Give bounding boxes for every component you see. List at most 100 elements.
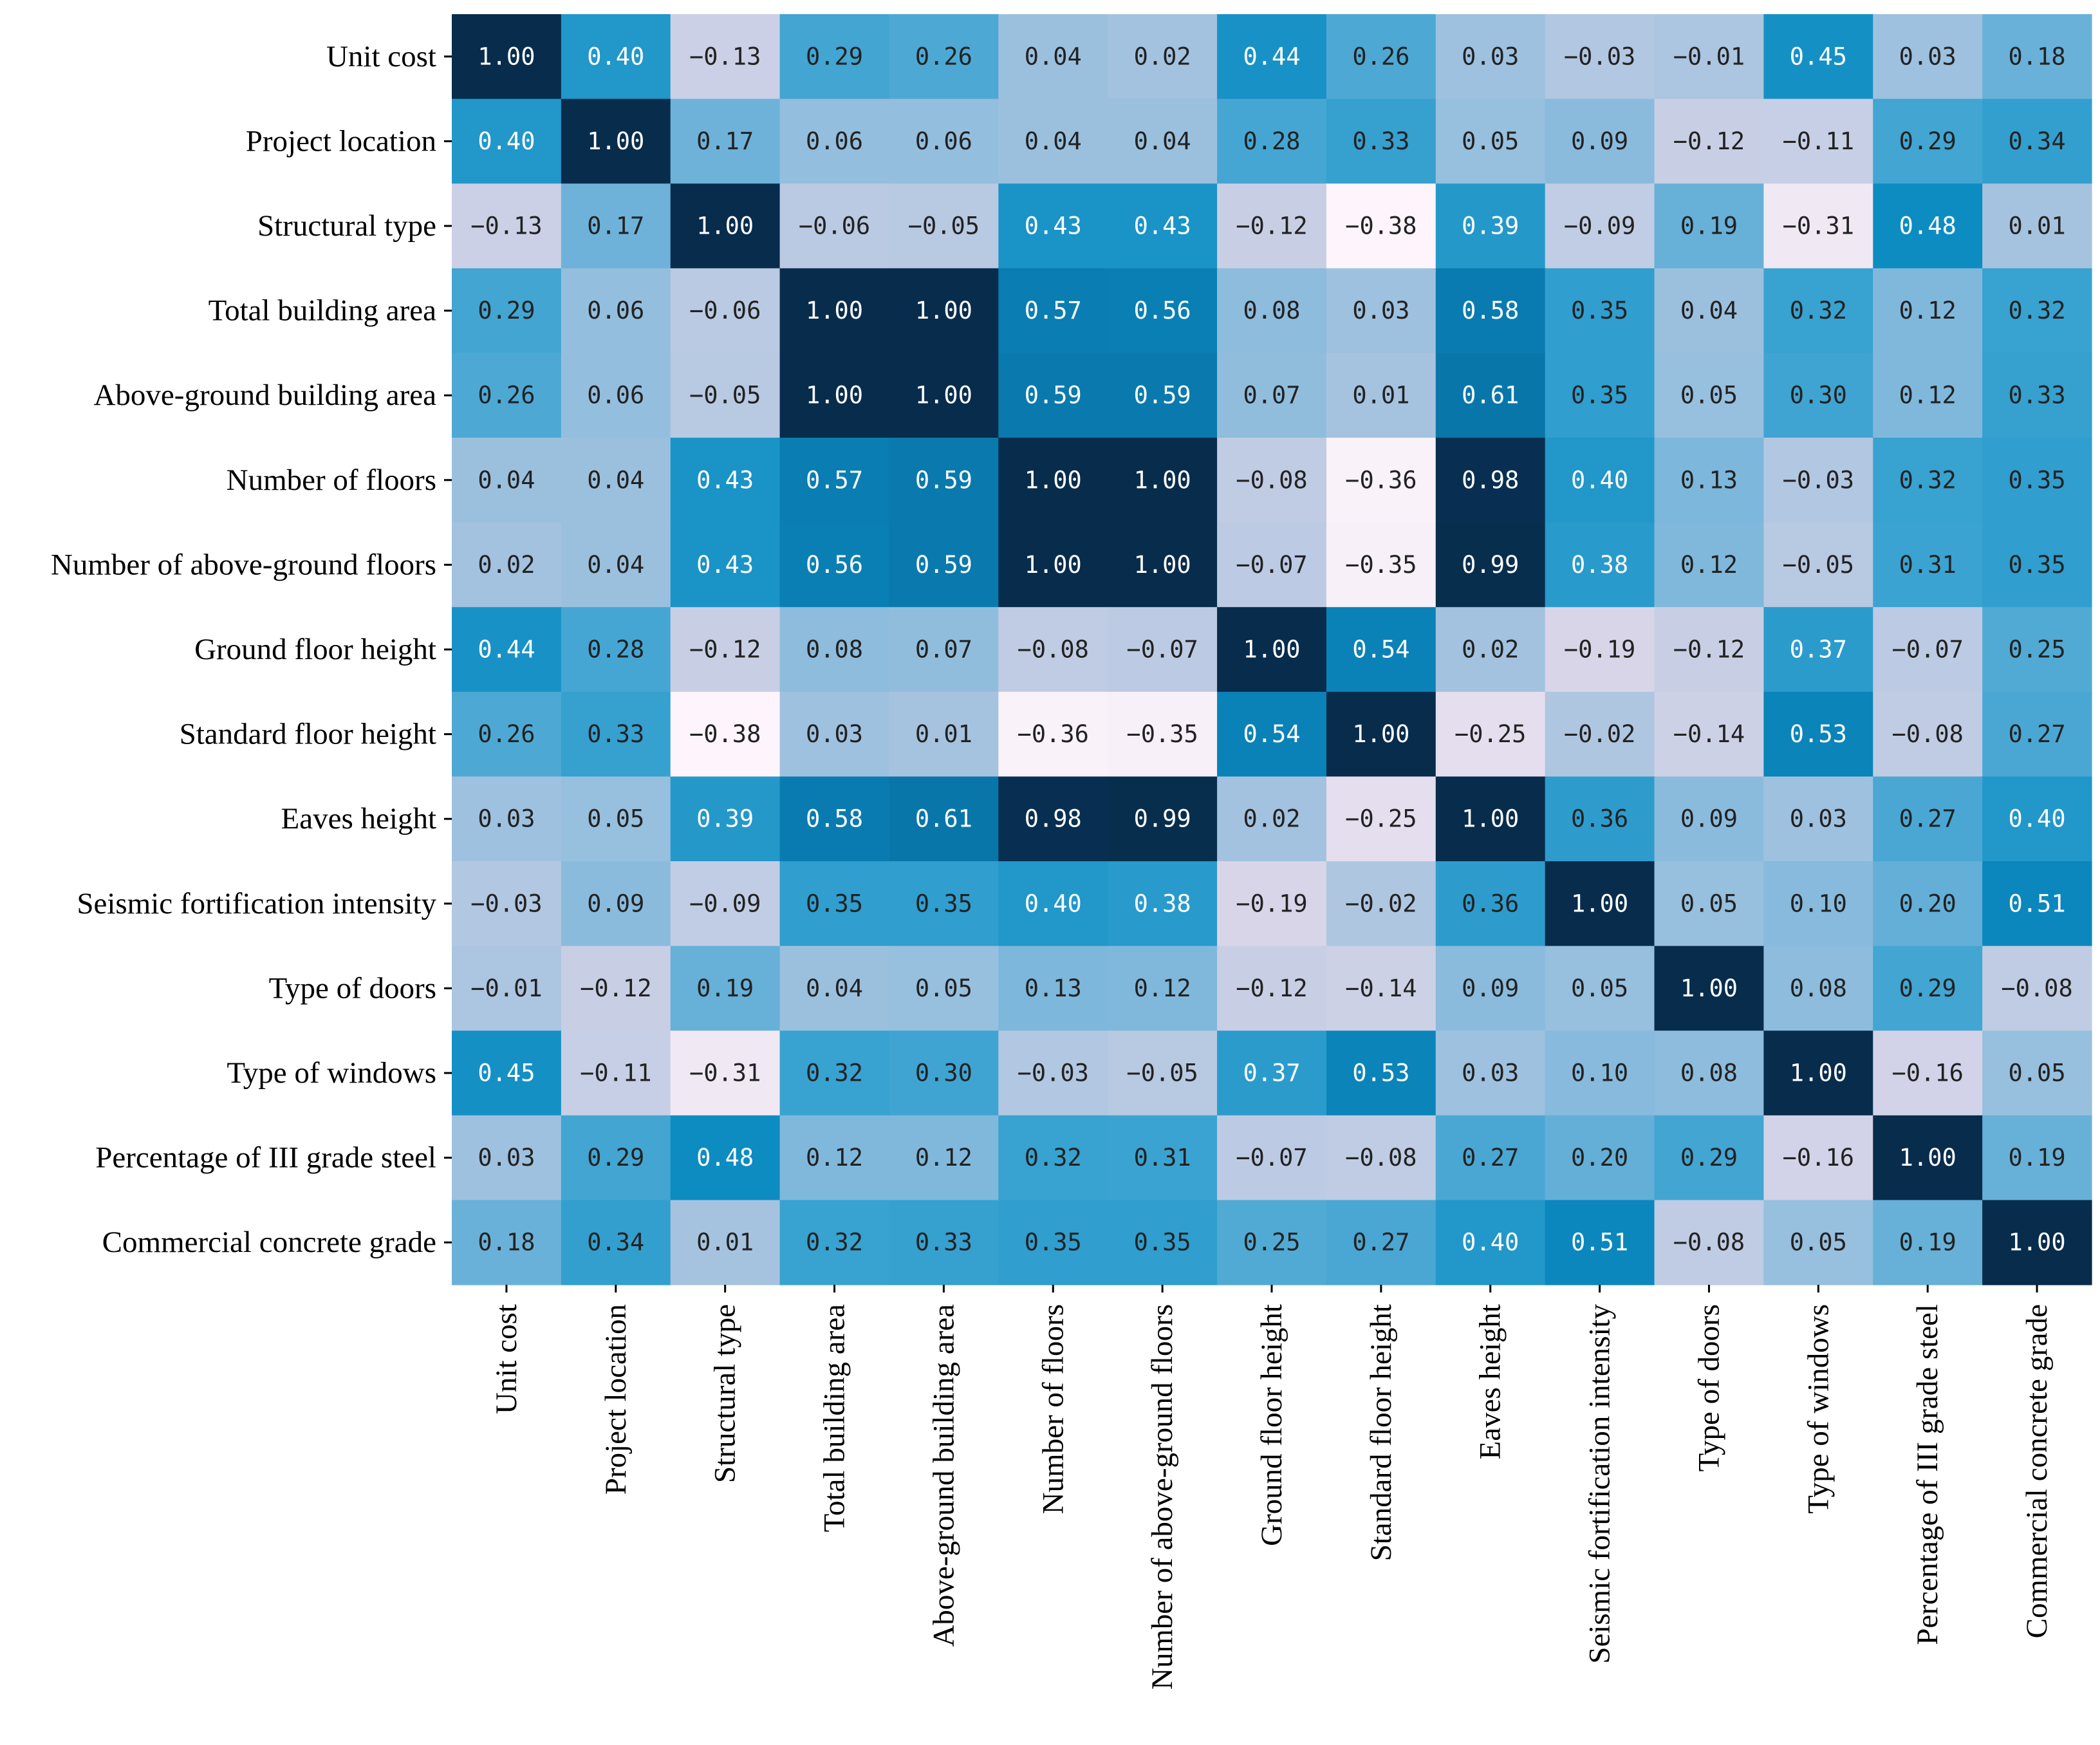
row-label-structural-type: Structural type <box>257 209 436 243</box>
heatmap-cell <box>1217 522 1327 608</box>
row-label-ground-floor-height: Ground floor height <box>194 633 436 666</box>
row-label-type-of-windows: Type of windows <box>227 1056 436 1090</box>
heatmap-cell <box>779 438 890 523</box>
heatmap-cell <box>1326 776 1436 862</box>
cell-value-label: 0.05 <box>1680 890 1738 917</box>
heatmap-cell <box>1217 946 1327 1031</box>
heatmap-cell <box>1982 14 2092 100</box>
heatmap-cell <box>1435 14 1546 100</box>
cell-value-label: 0.37 <box>1790 636 1847 664</box>
cell-value-label: 0.29 <box>1899 975 1956 1002</box>
heatmap-cell <box>1873 691 1983 777</box>
heatmap-cell <box>1108 861 1218 947</box>
heatmap-cell <box>1873 14 1983 100</box>
heatmap-cell <box>1108 607 1218 693</box>
cell-value-label: 0.39 <box>696 805 754 833</box>
cell-value-label: 0.02 <box>1243 805 1300 833</box>
cell-value-label: −0.03 <box>470 890 542 917</box>
heatmap-cell <box>561 1200 671 1285</box>
heatmap-cell <box>1217 607 1327 693</box>
heatmap-cell <box>670 1200 781 1285</box>
cell-value-label: −0.11 <box>1783 127 1854 155</box>
cell-value-label: 0.29 <box>1680 1144 1738 1171</box>
heatmap-cell <box>1217 268 1327 353</box>
cell-value-label: 0.51 <box>2009 890 2066 917</box>
heatmap-cell <box>1982 691 2092 777</box>
cell-value-label: 0.32 <box>2009 297 2066 324</box>
heatmap-cell <box>1873 183 1983 269</box>
heatmap-cell <box>1654 946 1764 1031</box>
heatmap-cell <box>1108 1200 1218 1285</box>
heatmap-cell <box>1873 98 1983 184</box>
heatmap-cell <box>1217 353 1327 438</box>
heatmap-cell <box>1654 1031 1764 1116</box>
heatmap-cell <box>1326 14 1436 100</box>
cell-value-label: 0.17 <box>587 212 644 240</box>
cell-value-label: −0.36 <box>1017 720 1089 748</box>
row-label-unit-cost: Unit cost <box>326 40 436 73</box>
column-label-ground-floor-height: Ground floor height <box>1255 1304 1288 1546</box>
cell-value-label: 1.00 <box>478 42 535 70</box>
heatmap-cell <box>561 1115 671 1200</box>
cell-value-label: 0.40 <box>1025 890 1082 917</box>
heatmap-cell <box>998 268 1108 353</box>
cell-value-label: −0.38 <box>1345 212 1417 240</box>
cell-value-label: 0.01 <box>696 1229 754 1256</box>
cell-value-label: −0.07 <box>1236 1144 1307 1171</box>
heatmap-cell <box>889 522 999 608</box>
cell-value-label: 0.57 <box>1025 297 1082 324</box>
cell-value-label: 1.00 <box>806 382 863 409</box>
heatmap-cell <box>561 14 671 100</box>
cell-value-label: 0.12 <box>915 1144 972 1171</box>
heatmap-cell <box>452 1115 562 1200</box>
heatmap-cell <box>1982 522 2092 608</box>
heatmap-cell <box>561 353 671 438</box>
heatmap-cell <box>998 1115 1108 1200</box>
column-labels: Unit cost Project location Structural type… <box>490 1285 2054 1690</box>
heatmap-cell <box>452 691 562 777</box>
heatmap-cell <box>1326 607 1436 693</box>
heatmap-cell <box>1326 946 1436 1031</box>
heatmap-cell <box>1763 98 1873 184</box>
heatmap-cell <box>1326 1115 1436 1200</box>
cell-value-label: 0.30 <box>1790 382 1847 409</box>
cell-value-label: 0.54 <box>1243 720 1300 748</box>
heatmap-cell <box>1763 522 1873 608</box>
cell-value-label: 0.40 <box>1571 466 1628 494</box>
cell-value-label: −0.16 <box>1892 1059 1964 1087</box>
heatmap-cell <box>889 1200 999 1285</box>
heatmap-cell <box>779 1115 890 1200</box>
cell-value-label: 1.00 <box>806 297 863 324</box>
heatmap-cell <box>561 183 671 269</box>
heatmap-cell <box>1326 691 1436 777</box>
column-label-type-of-doors: Type of doors <box>1692 1304 1725 1471</box>
cell-value-label: 0.30 <box>915 1059 972 1087</box>
heatmap-cell <box>561 1031 671 1116</box>
row-label-standard-floor-height: Standard floor height <box>180 718 436 751</box>
cell-value-label: 0.03 <box>478 805 535 833</box>
cell-value-label: 0.59 <box>915 551 972 579</box>
cell-value-label: 0.58 <box>806 805 863 833</box>
cell-value-label: 0.09 <box>1571 127 1628 155</box>
cell-value-label: 0.12 <box>1134 975 1191 1002</box>
heatmap-cell <box>889 1115 999 1200</box>
heatmap-cell <box>670 776 781 862</box>
cell-value-label: 0.98 <box>1025 805 1082 833</box>
heatmap-cell <box>1654 1200 1764 1285</box>
column-label-structural-type: Structural type <box>709 1304 742 1483</box>
heatmap-cell <box>1763 14 1873 100</box>
cell-value-label: 0.35 <box>2009 466 2066 494</box>
cell-value-label: 0.43 <box>696 551 754 579</box>
heatmap-cell <box>1326 438 1436 523</box>
heatmap-cell <box>670 14 781 100</box>
heatmap-cell <box>1545 946 1655 1031</box>
heatmap-cell <box>452 522 562 608</box>
heatmap-cell <box>1108 522 1218 608</box>
cell-value-label: 0.44 <box>478 636 535 664</box>
cell-value-label: 0.04 <box>1680 297 1738 324</box>
heatmap-cell <box>1873 946 1983 1031</box>
column-label-standard-floor-height: Standard floor height <box>1364 1304 1398 1561</box>
heatmap-cell <box>779 1031 890 1116</box>
cell-value-label: 0.19 <box>2009 1144 2066 1171</box>
cell-value-label: 0.54 <box>1352 636 1409 664</box>
